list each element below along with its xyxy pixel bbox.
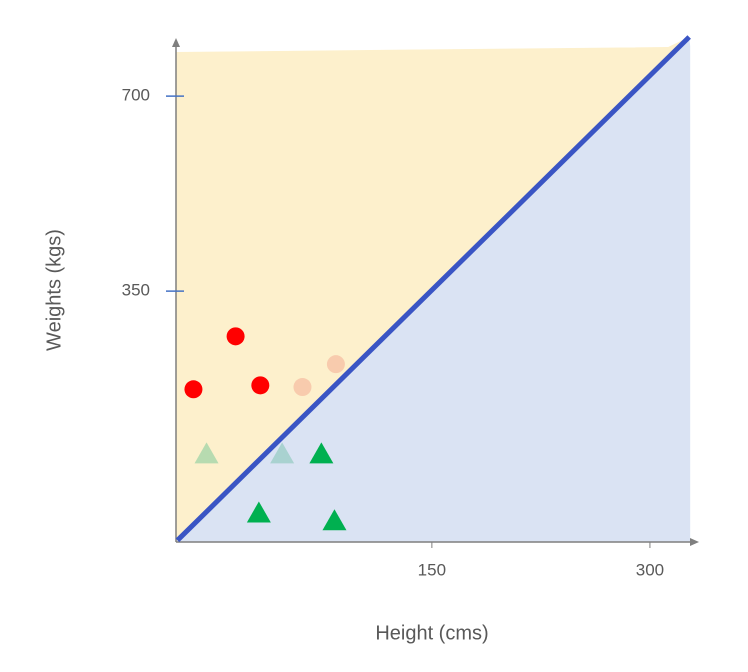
triangle-point xyxy=(194,442,219,464)
boundary-line xyxy=(175,35,691,543)
circle-point xyxy=(293,378,312,397)
y-axis-title: Weights (kgs) xyxy=(43,229,65,351)
triangle-point xyxy=(246,501,271,523)
circle-point xyxy=(251,376,270,395)
x-tick-label: 300 xyxy=(636,560,664,579)
region-above xyxy=(176,36,690,542)
triangle-point xyxy=(270,442,295,464)
circle-point xyxy=(226,327,245,346)
y-tick-label: 700 xyxy=(122,86,150,105)
triangle-point xyxy=(322,509,347,531)
circle-point xyxy=(184,380,203,399)
x-axis-title: Height (cms) xyxy=(375,622,488,644)
x-tick-label: 150 xyxy=(418,560,446,579)
y-axis-arrow xyxy=(172,38,180,47)
triangle-point xyxy=(309,442,334,464)
x-axis-arrow xyxy=(690,538,699,546)
y-tick-label: 350 xyxy=(122,281,150,300)
circle-point xyxy=(326,355,345,374)
